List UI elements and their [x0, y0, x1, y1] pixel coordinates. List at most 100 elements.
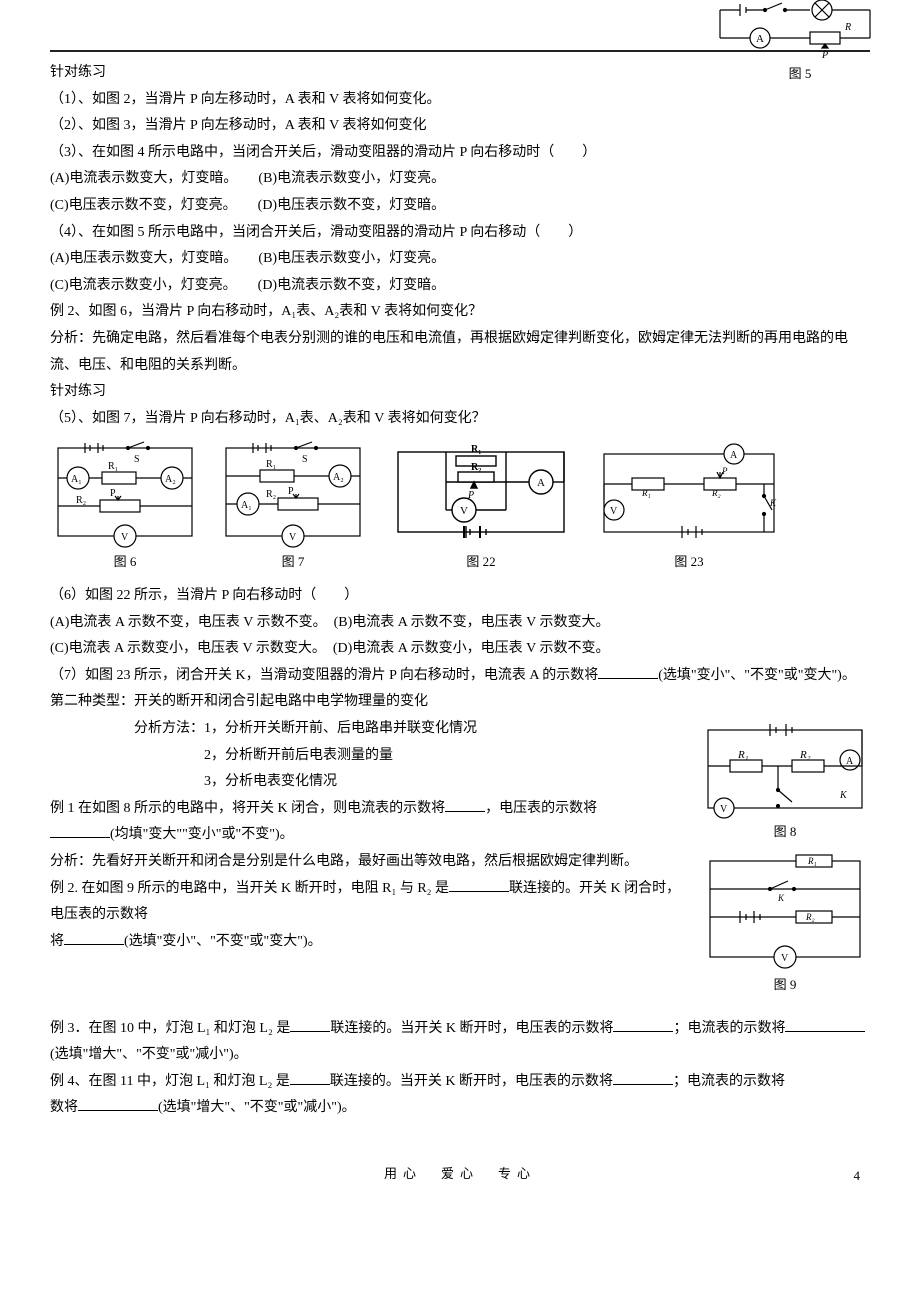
svg-text:K: K [777, 893, 785, 903]
footer-text: 用心 爱心 专心 [384, 1166, 536, 1181]
svg-text:R₁: R₁ [641, 488, 651, 498]
fig5-caption: 图 5 [710, 62, 890, 87]
t2e2-prefix: 将 [50, 934, 64, 949]
q7-text-a: （7）如图 23 所示，闭合开关 K，当滑动变阻器的滑片 P 向右移动时，电流表… [50, 668, 598, 683]
q7-blank[interactable] [598, 665, 658, 679]
t2e4-blank1[interactable] [290, 1071, 330, 1085]
heading-practice-2: 针对练习 [50, 379, 870, 406]
t2e2-c: (选填"变小"、"不变"或"变大")。 [124, 934, 322, 949]
q7: （7）如图 23 所示，闭合开关 K，当滑动变阻器的滑片 P 向右移动时，电流表… [50, 663, 870, 690]
svg-text:R₁: R₁ [266, 459, 276, 470]
t2e4-c: ；电流表的示数将 [673, 1074, 785, 1089]
t2e1-blank1[interactable] [445, 798, 485, 812]
svg-text:A: A [846, 756, 854, 767]
footer: 用心 爱心 专心 4 [50, 1162, 870, 1187]
svg-text:A₂: A₂ [165, 474, 176, 485]
svg-text:V: V [781, 953, 789, 964]
page-number: 4 [854, 1164, 861, 1189]
figure-23: A R₁ R₂ P K V [594, 440, 784, 575]
svg-text:R₂: R₂ [266, 489, 276, 500]
t2e4-blank3[interactable] [78, 1097, 158, 1111]
svg-text:A: A [537, 477, 545, 489]
t2e4-d: (选填"增大"、"不变"或"减小")。 [158, 1100, 356, 1115]
q6-options-ab: (A)电流表 A 示数不变，电压表 V 示数不变。 (B)电流表 A 示数不变，… [50, 610, 870, 637]
q6-options-cd: (C)电流表 A 示数变小，电压表 V 示数变大。 (D)电流表 A 示数变小，… [50, 636, 870, 663]
page: R P A 图 5 针对练习 （1）、如图 2，当滑片 P 向左移动时，A 表和… [0, 0, 920, 1217]
t2e3-a: 例 3．在图 10 中，灯泡 L₁ 和灯泡 L₂ 是 [50, 1021, 290, 1036]
type2-ex4: 例 4、在图 11 中，灯泡 L₁ 和灯泡 L₂ 是 联连接的。当开关 K 断开时… [50, 1069, 870, 1122]
fig5-svg: R P A [710, 0, 880, 60]
figure-7: S R₁ A₂ A₁ R₂ P V 图 7 [218, 440, 368, 575]
t2e3-c: ；电流表的示数将 [673, 1021, 785, 1036]
q4-options-cd: (C)电流表示数变小，灯变亮。 (D)电流表示数不变，灯变暗。 [50, 273, 870, 300]
q3: （3）、在如图 4 所示电路中，当闭合开关后，滑动变阻器的滑动片 P 向右移动时… [50, 140, 870, 167]
type2-heading: 第二种类型：开关的断开和闭合引起电路中电学物理量的变化 [50, 689, 870, 716]
svg-text:V: V [289, 532, 297, 543]
t2e3-blank2[interactable] [613, 1018, 673, 1032]
diagram-row-1: S A₁ R₁ A₂ R₂ P V 图 6 [50, 440, 870, 575]
t2e2-blank2[interactable] [64, 931, 124, 945]
svg-text:A: A [730, 450, 738, 461]
t2e1-b: ，电压表的示数将 [485, 801, 597, 816]
svg-text:V: V [460, 505, 468, 517]
q3-options-cd: (C)电压表示数不变，灯变亮。 (D)电压表示数不变，灯变暗。 [50, 193, 870, 220]
svg-text:S: S [302, 454, 308, 465]
q4-options-ab: (A)电压表示数变大，灯变暗。 (B)电压表示数变小，灯变亮。 [50, 246, 870, 273]
svg-text:V: V [610, 506, 618, 517]
svg-text:R₁: R₁ [737, 749, 749, 761]
svg-text:P: P [721, 466, 728, 476]
t2e4-blank2[interactable] [613, 1071, 673, 1085]
q2: （2）、如图 3，当滑片 P 向左移动时，A 表和 V 表将如何变化 [50, 113, 870, 140]
svg-text:R₁: R₁ [108, 461, 118, 472]
fig22-svg: R₁ R₂ P A V [386, 440, 576, 550]
q4: （4）、在如图 5 所示电路中，当闭合开关后，滑动变阻器的滑动片 P 向右移动（… [50, 220, 870, 247]
t2e3-blank3[interactable] [785, 1018, 865, 1032]
fig23-caption: 图 23 [674, 550, 703, 575]
example-2-analysis: 分析：先确定电路，然后看准每个电表分别测的谁的电压和电流值，再根据欧姆定律判断变… [50, 326, 870, 379]
t2e3-d: (选填"增大"、"不变"或"减小")。 [50, 1047, 248, 1062]
svg-text:R₁: R₁ [471, 444, 481, 455]
svg-text:A₂: A₂ [333, 472, 344, 483]
svg-text:R₂: R₂ [799, 749, 811, 761]
svg-text:R₂: R₂ [76, 495, 86, 506]
svg-text:P: P [288, 486, 294, 497]
fig7-svg: S R₁ A₂ A₁ R₂ P V [218, 440, 368, 550]
q7-text-b: (选填"变小"、"不变"或"变大")。 [658, 668, 856, 683]
t2e1-c: (均填"变大""变小"或"不变")。 [110, 827, 294, 842]
figure-8: A R₁ R₂ K V 图 8 [700, 720, 870, 845]
t2e1-a: 例 1 在如图 8 所示的电路中，将开关 K 闭合，则电流表的示数将 [50, 801, 445, 816]
svg-text:A₁: A₁ [241, 500, 252, 511]
svg-text:R₁: R₁ [807, 856, 817, 866]
fig9-caption: 图 9 [700, 973, 870, 998]
t2e4-prefix: 数将 [50, 1100, 78, 1115]
svg-text:A₁: A₁ [71, 474, 82, 485]
q5: （5）、如图 7，当滑片 P 向右移动时，A₁表、A₂表和 V 表将如何变化？ [50, 406, 870, 433]
t2e3-blank1[interactable] [290, 1018, 330, 1032]
t2e3-b: 联连接的。当开关 K 断开时，电压表的示数将 [330, 1021, 613, 1036]
svg-text:P: P [110, 488, 116, 499]
figure-9: R₁ K R₂ V 图 9 [700, 853, 870, 998]
t2e4-a: 例 4、在图 11 中，灯泡 L₁ 和灯泡 L₂ 是 [50, 1074, 290, 1089]
svg-text:P: P [821, 50, 828, 60]
figure-22: R₁ R₂ P A V [386, 440, 576, 575]
svg-text:R₂: R₂ [471, 462, 481, 473]
svg-text:A: A [756, 33, 764, 45]
t2e2-a: 例 2. 在如图 9 所示的电路中，当开关 K 断开时，电阻 R₁ 与 R₂ 是 [50, 881, 449, 896]
m1: 1，分析开关断开前、后电路串并联变化情况 [204, 721, 477, 736]
fig7-caption: 图 7 [282, 550, 305, 575]
fig22-caption: 图 22 [466, 550, 495, 575]
t2e1-blank2[interactable] [50, 824, 110, 838]
q3-options-ab: (A)电流表示数变大，灯变暗。 (B)电流表示数变小，灯变亮。 [50, 166, 870, 193]
example-2: 例 2、如图 6，当滑片 P 向右移动时，A₁表、A₂表和 V 表将如何变化？ [50, 299, 870, 326]
t2e4-b: 联连接的。当开关 K 断开时，电压表的示数将 [330, 1074, 613, 1089]
t2e2-blank1[interactable] [449, 878, 509, 892]
q6: （6）如图 22 所示，当滑片 P 向右移动时（ ） [50, 583, 870, 610]
svg-text:K: K [769, 498, 777, 508]
spacer [50, 1002, 870, 1016]
figure-5: R P A 图 5 [710, 0, 890, 87]
fig9-svg: R₁ K R₂ V [700, 853, 870, 973]
svg-text:S: S [134, 454, 140, 465]
fig8-svg: A R₁ R₂ K V [700, 720, 870, 820]
fig8-caption: 图 8 [700, 820, 870, 845]
svg-text:R: R [844, 22, 851, 33]
